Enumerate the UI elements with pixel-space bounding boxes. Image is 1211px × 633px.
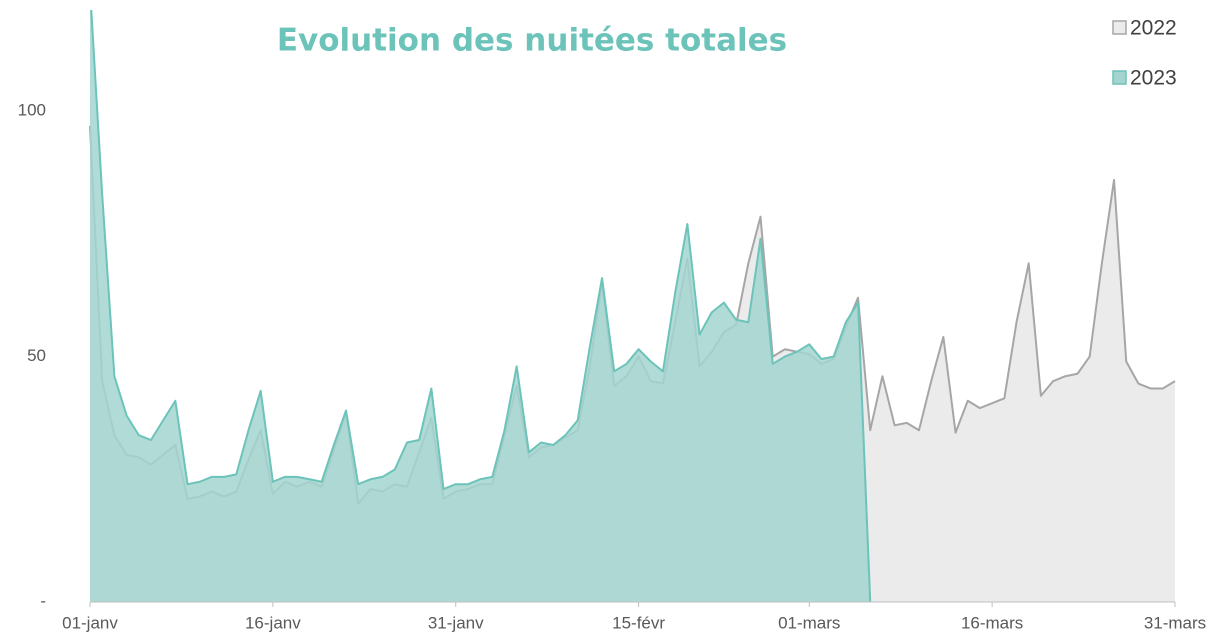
- legend-swatch: [1112, 20, 1127, 35]
- area-line: [90, 10, 872, 603]
- y-tick-label: -: [40, 591, 46, 610]
- x-tick-label: 15-févr: [612, 613, 665, 632]
- x-tick-label: 31-mars: [1144, 613, 1206, 632]
- area-fill: [90, 10, 871, 602]
- x-tick-label: 16-mars: [961, 613, 1023, 632]
- legend-label: 2022: [1130, 17, 1177, 40]
- legend-label: 2023: [1130, 67, 1177, 90]
- y-tick-label: 50: [27, 346, 46, 365]
- area-fill: [90, 125, 1175, 603]
- y-tick-label: 100: [18, 101, 46, 120]
- x-tick-label: 16-janv: [245, 613, 301, 632]
- x-tick-label: 31-janv: [428, 613, 484, 632]
- chart-title: Evolution des nuitées totales: [277, 23, 787, 59]
- x-tick-label: 01-janv: [62, 613, 118, 632]
- plot-area: [89, 10, 1176, 603]
- x-tick-label: 01-mars: [778, 613, 840, 632]
- legend-swatch: [1112, 70, 1127, 85]
